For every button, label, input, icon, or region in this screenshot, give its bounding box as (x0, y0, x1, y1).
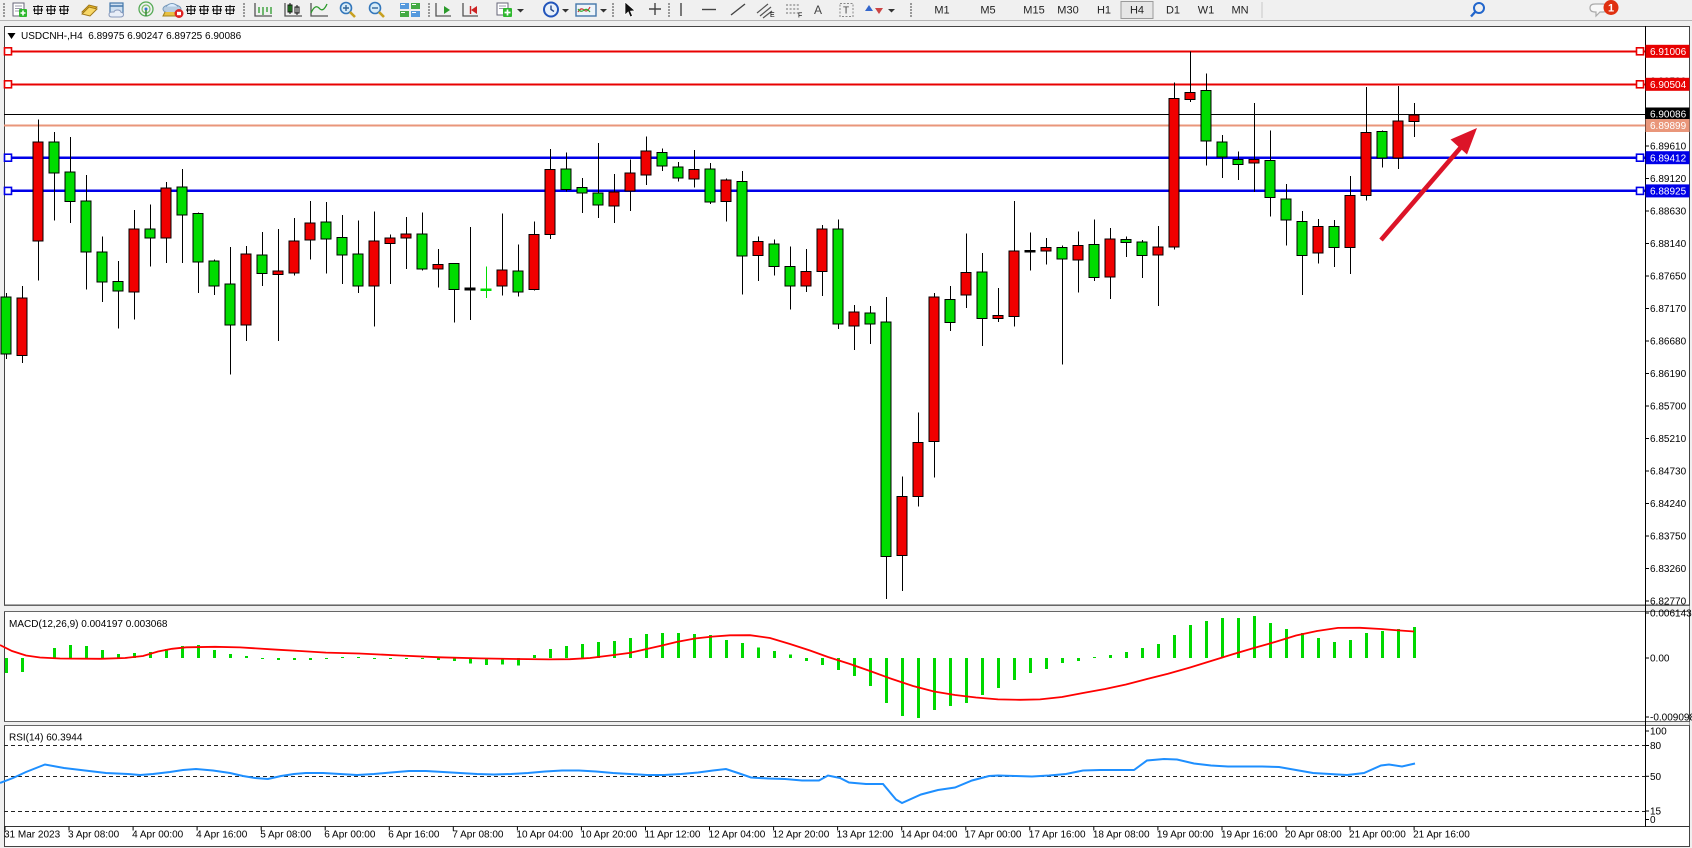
svg-text:0: 0 (1650, 815, 1656, 826)
svg-text:19 Apr 00:00: 19 Apr 00:00 (1157, 830, 1214, 841)
svg-text:4 Apr 16:00: 4 Apr 16:00 (196, 830, 248, 841)
svg-text:0.00: 0.00 (1650, 654, 1670, 665)
svg-text:6.84240: 6.84240 (1650, 499, 1687, 510)
svg-text:6.89899: 6.89899 (1650, 121, 1687, 132)
svg-text:4 Apr 00:00: 4 Apr 00:00 (132, 830, 184, 841)
svg-text:M1: M1 (934, 5, 949, 17)
svg-text:12 Apr 20:00: 12 Apr 20:00 (773, 830, 830, 841)
svg-text:USDCNH-,H4 6.89975 6.90247 6.: USDCNH-,H4 6.89975 6.90247 6.89725 6.900… (21, 31, 242, 42)
svg-text:6.89610: 6.89610 (1650, 142, 1687, 153)
svg-text:1: 1 (1608, 3, 1614, 15)
svg-text:6.85210: 6.85210 (1650, 434, 1687, 445)
svg-text:F: F (798, 13, 802, 20)
svg-text:6.88630: 6.88630 (1650, 207, 1687, 218)
svg-text:6.88925: 6.88925 (1650, 187, 1687, 198)
svg-text:M30: M30 (1057, 5, 1078, 17)
svg-text:M15: M15 (1023, 5, 1044, 17)
svg-text:19 Apr 16:00: 19 Apr 16:00 (1221, 830, 1278, 841)
svg-text:6.89120: 6.89120 (1650, 174, 1687, 185)
svg-text:10 Apr 20:00: 10 Apr 20:00 (580, 830, 637, 841)
svg-text:6.82770: 6.82770 (1650, 597, 1687, 608)
svg-text:MACD(12,26,9) 0.004197 0.00306: MACD(12,26,9) 0.004197 0.003068 (9, 619, 168, 630)
svg-text:7 Apr 08:00: 7 Apr 08:00 (452, 830, 504, 841)
svg-text:T: T (843, 6, 849, 17)
svg-text:6 Apr 16:00: 6 Apr 16:00 (388, 830, 440, 841)
svg-text:6.84730: 6.84730 (1650, 467, 1687, 478)
svg-text:6.83260: 6.83260 (1650, 564, 1687, 575)
svg-text:6.88140: 6.88140 (1650, 239, 1687, 250)
svg-text:6.87170: 6.87170 (1650, 304, 1687, 315)
svg-text:18 Apr 08:00: 18 Apr 08:00 (1093, 830, 1150, 841)
svg-text:6.87650: 6.87650 (1650, 272, 1687, 283)
svg-text:5 Apr 08:00: 5 Apr 08:00 (260, 830, 312, 841)
svg-text:80: 80 (1650, 741, 1662, 752)
svg-text:H1: H1 (1097, 5, 1111, 17)
svg-text:6.90086: 6.90086 (1650, 110, 1687, 121)
svg-text:D1: D1 (1166, 5, 1180, 17)
svg-text:6.85700: 6.85700 (1650, 402, 1687, 413)
svg-text:3 Apr 08:00: 3 Apr 08:00 (68, 830, 120, 841)
svg-text:6.89412: 6.89412 (1650, 153, 1687, 164)
svg-text:13 Apr 12:00: 13 Apr 12:00 (837, 830, 894, 841)
svg-text:12 Apr 04:00: 12 Apr 04:00 (709, 830, 766, 841)
svg-text:11 Apr 12:00: 11 Apr 12:00 (645, 830, 701, 841)
svg-text:20 Apr 08:00: 20 Apr 08:00 (1285, 830, 1342, 841)
svg-text:MN: MN (1231, 5, 1248, 17)
svg-text:-0.009098: -0.009098 (1650, 713, 1692, 724)
svg-text:W1: W1 (1198, 5, 1215, 17)
svg-text:6.90504: 6.90504 (1650, 80, 1687, 91)
svg-text:50: 50 (1650, 772, 1662, 783)
svg-text:15: 15 (1650, 807, 1662, 818)
svg-text:14 Apr 04:00: 14 Apr 04:00 (901, 830, 958, 841)
svg-text:10 Apr 04:00: 10 Apr 04:00 (516, 830, 573, 841)
svg-text:E: E (770, 12, 775, 19)
svg-text:6 Apr 00:00: 6 Apr 00:00 (324, 830, 376, 841)
svg-text:6.91006: 6.91006 (1650, 47, 1687, 58)
svg-text:17 Apr 16:00: 17 Apr 16:00 (1029, 830, 1086, 841)
svg-text:6.86680: 6.86680 (1650, 337, 1687, 348)
svg-text:RSI(14) 60.3944: RSI(14) 60.3944 (9, 733, 83, 744)
svg-text:17 Apr 00:00: 17 Apr 00:00 (965, 830, 1022, 841)
svg-text:6.83750: 6.83750 (1650, 532, 1687, 543)
svg-text:H4: H4 (1130, 5, 1144, 17)
svg-text:A: A (814, 3, 822, 17)
svg-text:100: 100 (1650, 727, 1667, 738)
svg-text:31 Mar 2023: 31 Mar 2023 (4, 830, 61, 841)
svg-text:0.006143: 0.006143 (1650, 609, 1692, 620)
svg-text:21 Apr 16:00: 21 Apr 16:00 (1413, 830, 1470, 841)
svg-text:21 Apr 00:00: 21 Apr 00:00 (1349, 830, 1406, 841)
svg-text:M5: M5 (980, 5, 995, 17)
svg-text:6.86190: 6.86190 (1650, 369, 1687, 380)
